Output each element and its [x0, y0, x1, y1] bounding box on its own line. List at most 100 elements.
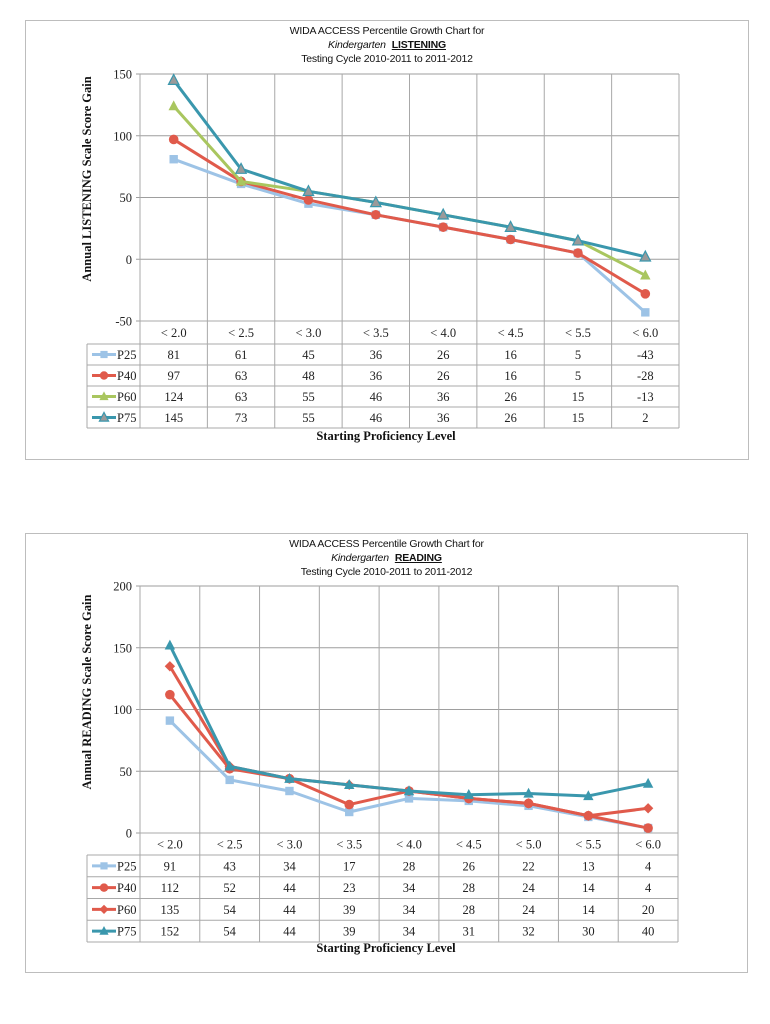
chart-title-line3: Testing Cycle 2010-2011 to 2011-2012: [301, 53, 473, 65]
table-cell-value: 28: [403, 859, 416, 873]
data-point: [643, 823, 653, 833]
data-point: [640, 269, 651, 280]
data-point: [168, 100, 179, 111]
domain-label: LISTENING: [391, 39, 446, 51]
table-cell-value: 31: [463, 925, 476, 939]
data-point: [165, 716, 175, 725]
data-point: [573, 248, 583, 258]
data-point: [523, 787, 534, 798]
table-cell-value: 39: [343, 925, 356, 939]
table-cell-value: 32: [522, 925, 535, 939]
chart-title: WIDA ACCESS Percentile Growth Chart for …: [26, 537, 747, 579]
chart-title: WIDA ACCESS Percentile Growth Chart for …: [26, 24, 748, 66]
table-cell-value: 28: [463, 881, 476, 895]
table-cell-value: 34: [403, 903, 416, 917]
table-cell-value: 28: [463, 903, 476, 917]
table-cell-value: 52: [223, 881, 236, 895]
chart-title-line2: Kindergarten LISTENING: [26, 38, 748, 52]
legend-entry-p60: P60: [92, 903, 136, 917]
data-point: [523, 798, 534, 809]
table-cell-value: 20: [642, 903, 655, 917]
table-cell-value: 44: [283, 925, 296, 939]
legend-label: P40: [117, 881, 136, 895]
data-point: [234, 162, 248, 174]
table-cell-value: 63: [235, 369, 248, 383]
data-point: [168, 134, 179, 145]
legend-entry-p75: P75: [92, 925, 136, 939]
chart-title-line1: WIDA ACCESS Percentile Growth Chart for: [289, 538, 484, 550]
legend-entry-p40: P40: [92, 881, 136, 895]
legend-marker: [99, 883, 109, 892]
chart-frame-listening: WIDA ACCESS Percentile Growth Chart for …: [25, 20, 749, 460]
table-cell-value: 30: [582, 925, 595, 939]
table-cell-value: 55: [302, 390, 315, 404]
y-tick-label: 150: [113, 641, 132, 655]
chart-title-line1: WIDA ACCESS Percentile Growth Chart for: [289, 25, 485, 37]
data-point: [640, 289, 651, 299]
table-cell-value: 124: [164, 390, 184, 404]
table-cell-value: 40: [642, 925, 655, 939]
table-cell-value: 46: [370, 411, 383, 425]
data-point: [583, 790, 594, 801]
legend-marker: [98, 411, 110, 422]
y-tick-label: 100: [113, 703, 132, 717]
table-cell-value: 43: [223, 859, 236, 873]
data-point: [344, 799, 355, 810]
chart-title-line2: Kindergarten READING: [26, 551, 747, 565]
y-tick-label: 200: [113, 580, 132, 594]
data-table: < 2.0 < 2.5 < 3.0 < 3.5 < 4.0 < 4.5 < 5.0 < 5.5…: [86, 832, 679, 943]
table-cell-value: 45: [302, 348, 315, 362]
table-cell-value: 36: [437, 390, 450, 404]
data-point: [642, 803, 654, 814]
x-category-label: < 5.5: [565, 326, 591, 340]
table-cell-value: 13: [582, 859, 595, 873]
data-point: [167, 73, 180, 85]
data-point: [235, 175, 247, 186]
series-line: [172, 79, 646, 259]
table-cell-value: 36: [370, 369, 383, 383]
data-point: [285, 786, 294, 796]
table-cell-value: 15: [572, 411, 585, 425]
x-category-label: < 5.5: [575, 838, 601, 852]
data-point: [303, 195, 314, 205]
x-category-label: < 2.0: [157, 838, 183, 852]
table-cell-value: 17: [343, 859, 356, 873]
chart-svg-listening: -50 0 50 100 150 < 2.0 < 2.5 < 3.0 < 3.5 < 4.0 < 4…: [86, 68, 680, 429]
y-tick-label: 150: [113, 68, 132, 82]
legend-marker: [99, 904, 109, 914]
table-cell-value: 26: [504, 411, 517, 425]
domain-label: READING: [394, 552, 442, 564]
data-point: [164, 639, 176, 650]
legend-marker: [99, 371, 109, 380]
table-cell-value: 97: [167, 369, 180, 383]
gridlines: [136, 73, 680, 322]
x-category-label: < 4.0: [396, 838, 422, 852]
table-cell-value: 26: [437, 369, 450, 383]
table-cell-value: 48: [302, 369, 315, 383]
table-cell-value: 4: [645, 859, 652, 873]
x-category-label: < 4.5: [456, 838, 482, 852]
series-p40: [165, 689, 653, 833]
table-cell-value: 4: [645, 881, 652, 895]
table-cell-value: 16: [504, 348, 517, 362]
data-point: [505, 234, 516, 245]
table-cell-value: 26: [504, 390, 517, 404]
legend-marker: [100, 350, 108, 359]
y-tick-label: -50: [115, 315, 132, 329]
grade-label: Kindergarten: [328, 39, 386, 51]
table-cell-value: -28: [637, 369, 654, 383]
x-axis-title: Starting Proficiency Level: [316, 941, 456, 955]
x-category-label: < 3.0: [296, 326, 322, 340]
series-line: [168, 693, 649, 830]
data-point: [436, 207, 450, 220]
data-point: [571, 233, 585, 246]
table-cell-value: 54: [223, 925, 236, 939]
table-cell-value: 36: [437, 411, 450, 425]
x-category-label: < 2.5: [228, 326, 254, 340]
data-point: [504, 220, 517, 232]
table-cell-value: 15: [572, 390, 585, 404]
table-cell-value: 44: [283, 881, 296, 895]
legend-label: P60: [117, 390, 136, 404]
grade-label: Kindergarten: [331, 552, 389, 564]
table-cell-value: 44: [283, 903, 296, 917]
